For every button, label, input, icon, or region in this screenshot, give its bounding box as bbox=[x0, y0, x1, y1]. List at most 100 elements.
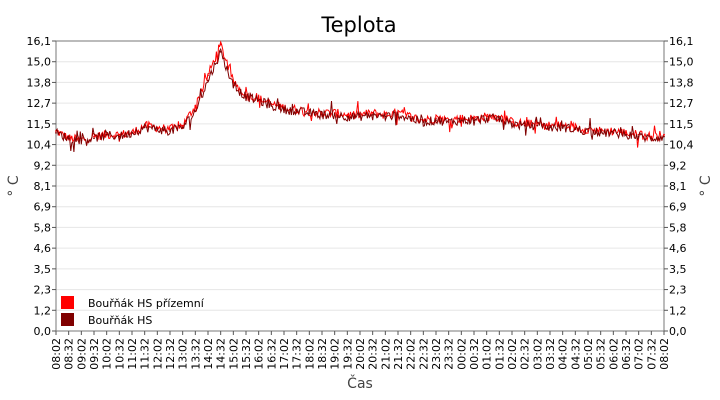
data-point bbox=[118, 133, 121, 136]
x-axis-label: Čas bbox=[347, 374, 373, 392]
legend: Bouřňák HS přízemní Bouřňák HS bbox=[61, 296, 205, 327]
grid-lines bbox=[56, 40, 664, 332]
data-point bbox=[194, 104, 197, 107]
data-point bbox=[245, 95, 247, 98]
series-line bbox=[55, 47, 665, 153]
y-tick-label: 12,7 bbox=[669, 97, 694, 110]
data-point bbox=[359, 115, 361, 118]
x-tick-label: 05:02 bbox=[582, 338, 595, 370]
x-tick-label: 02:02 bbox=[506, 338, 519, 370]
data-point bbox=[435, 119, 437, 122]
data-point bbox=[194, 110, 197, 113]
x-tick-label: 21:32 bbox=[392, 338, 405, 370]
x-tick-label: 15:32 bbox=[240, 338, 253, 370]
y-tick-label: 11,5 bbox=[669, 118, 694, 131]
x-tick-label: 11:02 bbox=[126, 338, 139, 370]
y-tick-label: 8,1 bbox=[669, 180, 687, 193]
y-tick-label: 4,6 bbox=[669, 242, 687, 255]
data-point bbox=[169, 130, 171, 132]
x-tick-label: 20:02 bbox=[354, 338, 367, 370]
data-point bbox=[625, 131, 627, 134]
data-point bbox=[485, 115, 488, 118]
data-point bbox=[219, 50, 222, 53]
x-tick-label: 00:02 bbox=[455, 338, 468, 370]
data-point bbox=[181, 124, 184, 127]
y-tick-label: 2,3 bbox=[669, 284, 687, 297]
data-point bbox=[257, 97, 260, 100]
data-point bbox=[270, 104, 273, 107]
x-tick-label: 22:32 bbox=[417, 338, 430, 370]
x-tick-label: 14:02 bbox=[202, 338, 215, 370]
y-axis-right: 0,0 1,2 2,3 3,5 4,6 5,8 6,9 8,1 9,2 10,4 11,5 12,7 1… bbox=[664, 35, 694, 338]
data-point bbox=[498, 117, 501, 120]
data-point bbox=[435, 117, 437, 120]
y-tick-label: 3,5 bbox=[669, 263, 687, 276]
y-tick-label: 2,3 bbox=[34, 284, 52, 297]
legend-swatch bbox=[61, 313, 74, 326]
y-tick-label: 1,2 bbox=[669, 304, 687, 317]
y-tick-label: 13,8 bbox=[27, 76, 52, 89]
data-point bbox=[650, 137, 653, 140]
x-tick-label: 03:32 bbox=[544, 338, 557, 370]
legend-label: Bouřňák HS bbox=[88, 314, 152, 327]
y-tick-label: 15,0 bbox=[669, 56, 694, 69]
data-point bbox=[93, 137, 95, 140]
x-tick-label: 13:32 bbox=[189, 338, 202, 370]
x-tick-label: 22:02 bbox=[405, 338, 418, 370]
data-point bbox=[232, 85, 235, 87]
data-point bbox=[321, 113, 323, 116]
data-point bbox=[346, 113, 349, 116]
x-tick-label: 02:32 bbox=[519, 338, 532, 370]
x-tick-label: 18:02 bbox=[303, 338, 316, 370]
data-point bbox=[422, 121, 425, 123]
data-point bbox=[131, 131, 133, 134]
data-point bbox=[511, 121, 513, 123]
data-point bbox=[207, 79, 209, 82]
data-point bbox=[143, 126, 146, 129]
x-tick-label: 20:32 bbox=[367, 338, 380, 370]
x-tick-label: 17:32 bbox=[291, 338, 304, 370]
data-point bbox=[549, 126, 551, 129]
x-tick-label: 18:32 bbox=[316, 338, 329, 370]
legend-label: Bouřňák HS přízemní bbox=[88, 297, 205, 310]
data-point bbox=[384, 115, 387, 118]
y-axis-label-right: ° C bbox=[698, 175, 714, 196]
x-tick-label: 17:02 bbox=[278, 338, 291, 370]
y-axis-left: 0,0 1,2 2,3 3,5 4,6 5,8 6,9 8,1 9,2 10,4 11,5 12,7 1… bbox=[27, 35, 56, 338]
data-point bbox=[574, 128, 577, 131]
x-tick-label: 07:32 bbox=[645, 338, 658, 370]
data-point bbox=[346, 115, 349, 118]
x-tick-label: 01:02 bbox=[481, 338, 494, 370]
data-point bbox=[409, 115, 412, 118]
series-1 bbox=[55, 47, 665, 153]
y-tick-label: 1,2 bbox=[34, 304, 52, 317]
x-tick-label: 19:32 bbox=[341, 338, 354, 370]
data-point bbox=[105, 133, 108, 136]
y-tick-label: 10,4 bbox=[669, 139, 694, 152]
y-tick-label: 16,1 bbox=[27, 35, 52, 48]
x-tick-label: 16:32 bbox=[265, 338, 278, 370]
x-tick-label: 01:32 bbox=[493, 338, 506, 370]
x-tick-label: 12:02 bbox=[151, 338, 164, 370]
y-tick-label: 15,0 bbox=[27, 56, 52, 69]
y-tick-label: 0,0 bbox=[669, 325, 687, 338]
data-point bbox=[587, 130, 589, 132]
data-point bbox=[257, 99, 260, 102]
chart-title: Teplota bbox=[320, 13, 396, 37]
data-point bbox=[511, 122, 513, 125]
x-tick-label: 12:32 bbox=[164, 338, 177, 370]
y-tick-label: 0,0 bbox=[34, 325, 52, 338]
y-tick-label: 16,1 bbox=[669, 35, 694, 48]
x-tick-label: 16:02 bbox=[253, 338, 266, 370]
data-point bbox=[637, 135, 640, 138]
x-tick-label: 09:32 bbox=[88, 338, 101, 370]
x-tick-label: 05:32 bbox=[595, 338, 608, 370]
data-point bbox=[460, 117, 463, 120]
y-tick-label: 13,8 bbox=[669, 76, 694, 89]
x-tick-label: 08:02 bbox=[50, 338, 63, 370]
x-tick-label: 04:02 bbox=[557, 338, 570, 370]
x-tick-label: 00:32 bbox=[468, 338, 481, 370]
data-point bbox=[283, 108, 285, 111]
y-tick-label: 12,7 bbox=[27, 97, 52, 110]
data-point bbox=[460, 119, 463, 122]
